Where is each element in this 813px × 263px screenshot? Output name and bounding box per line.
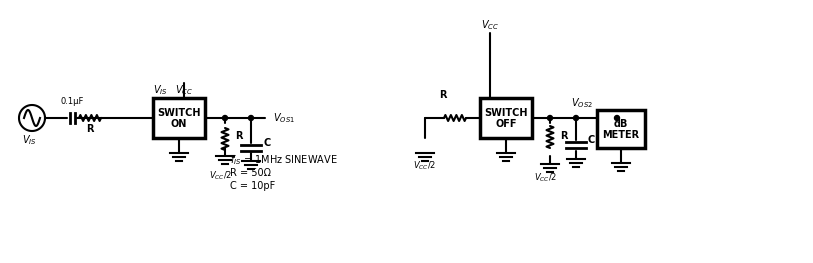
Text: C: C — [588, 135, 595, 145]
Circle shape — [249, 115, 254, 120]
Text: dB: dB — [614, 119, 628, 129]
Circle shape — [615, 115, 620, 120]
Text: $V_{CC}$: $V_{CC}$ — [175, 83, 193, 97]
Text: $V_{CC}/2$: $V_{CC}/2$ — [413, 159, 437, 171]
Text: OFF: OFF — [495, 119, 517, 129]
Text: $V_{IS}$: $V_{IS}$ — [22, 133, 37, 147]
Text: $V_{CC}$: $V_{CC}$ — [481, 18, 499, 32]
Bar — [153, 98, 205, 138]
Text: R: R — [560, 131, 567, 141]
Circle shape — [573, 115, 579, 120]
Text: R = 50Ω: R = 50Ω — [230, 168, 271, 178]
Text: ON: ON — [171, 119, 187, 129]
Text: $V_{OS2}$: $V_{OS2}$ — [571, 96, 593, 110]
Text: $f_{IS}$ = 1MHz SINEWAVE: $f_{IS}$ = 1MHz SINEWAVE — [230, 153, 337, 167]
Text: SWITCH: SWITCH — [157, 108, 201, 118]
Text: C = 10pF: C = 10pF — [230, 181, 276, 191]
Text: $V_{CC}/2$: $V_{CC}/2$ — [534, 171, 558, 184]
Text: 0.1μF: 0.1μF — [60, 97, 84, 106]
Bar — [480, 98, 532, 138]
Text: R: R — [86, 124, 93, 134]
Text: $V_{IS}$: $V_{IS}$ — [153, 83, 167, 97]
Text: METER: METER — [602, 130, 640, 140]
Circle shape — [547, 115, 553, 120]
Text: R: R — [235, 131, 242, 141]
Text: $V_{OS1}$: $V_{OS1}$ — [273, 111, 295, 125]
Text: SWITCH: SWITCH — [485, 108, 528, 118]
Circle shape — [223, 115, 228, 120]
Text: $V_{CC}/2$: $V_{CC}/2$ — [210, 169, 233, 181]
Bar — [597, 110, 645, 148]
Text: C: C — [263, 138, 270, 148]
Text: R: R — [439, 90, 447, 100]
